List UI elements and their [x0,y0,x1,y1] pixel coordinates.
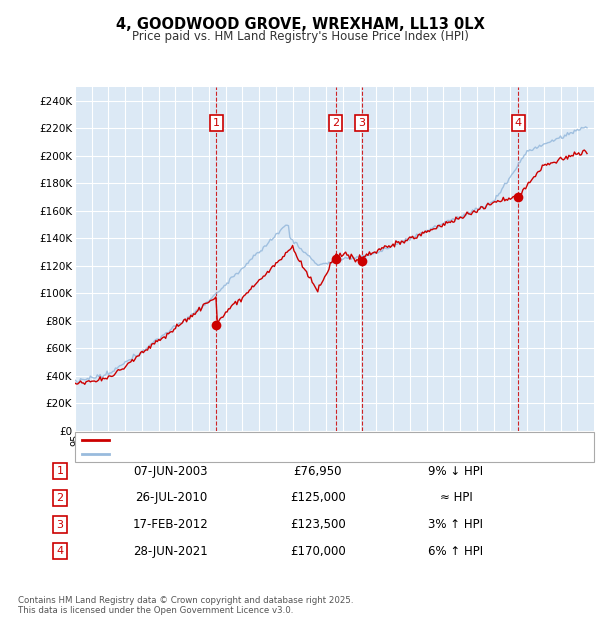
Text: £123,500: £123,500 [290,518,346,531]
Text: 3% ↑ HPI: 3% ↑ HPI [428,518,484,531]
Text: £170,000: £170,000 [290,545,346,557]
Text: 28-JUN-2021: 28-JUN-2021 [134,545,208,557]
Text: 26-JUL-2010: 26-JUL-2010 [135,492,207,504]
Text: 3: 3 [56,520,64,529]
Text: 1: 1 [56,466,64,476]
Text: HPI: Average price, semi-detached house, Wrexham: HPI: Average price, semi-detached house,… [116,448,376,459]
Text: 4: 4 [56,546,64,556]
Text: 3: 3 [358,118,365,128]
Text: 4, GOODWOOD GROVE, WREXHAM, LL13 0LX (semi-detached house): 4, GOODWOOD GROVE, WREXHAM, LL13 0LX (se… [116,435,461,446]
Text: 2: 2 [56,493,64,503]
Text: 4: 4 [515,118,522,128]
Text: Contains HM Land Registry data © Crown copyright and database right 2025.
This d: Contains HM Land Registry data © Crown c… [18,596,353,615]
Text: 1: 1 [213,118,220,128]
Text: ≈ HPI: ≈ HPI [440,492,472,504]
Text: 07-JUN-2003: 07-JUN-2003 [134,465,208,477]
Text: £76,950: £76,950 [294,465,342,477]
Text: 2: 2 [332,118,339,128]
Text: £125,000: £125,000 [290,492,346,504]
Text: Price paid vs. HM Land Registry's House Price Index (HPI): Price paid vs. HM Land Registry's House … [131,30,469,43]
Text: 17-FEB-2012: 17-FEB-2012 [133,518,209,531]
Text: 6% ↑ HPI: 6% ↑ HPI [428,545,484,557]
Text: 9% ↓ HPI: 9% ↓ HPI [428,465,484,477]
Text: 4, GOODWOOD GROVE, WREXHAM, LL13 0LX: 4, GOODWOOD GROVE, WREXHAM, LL13 0LX [116,17,484,32]
